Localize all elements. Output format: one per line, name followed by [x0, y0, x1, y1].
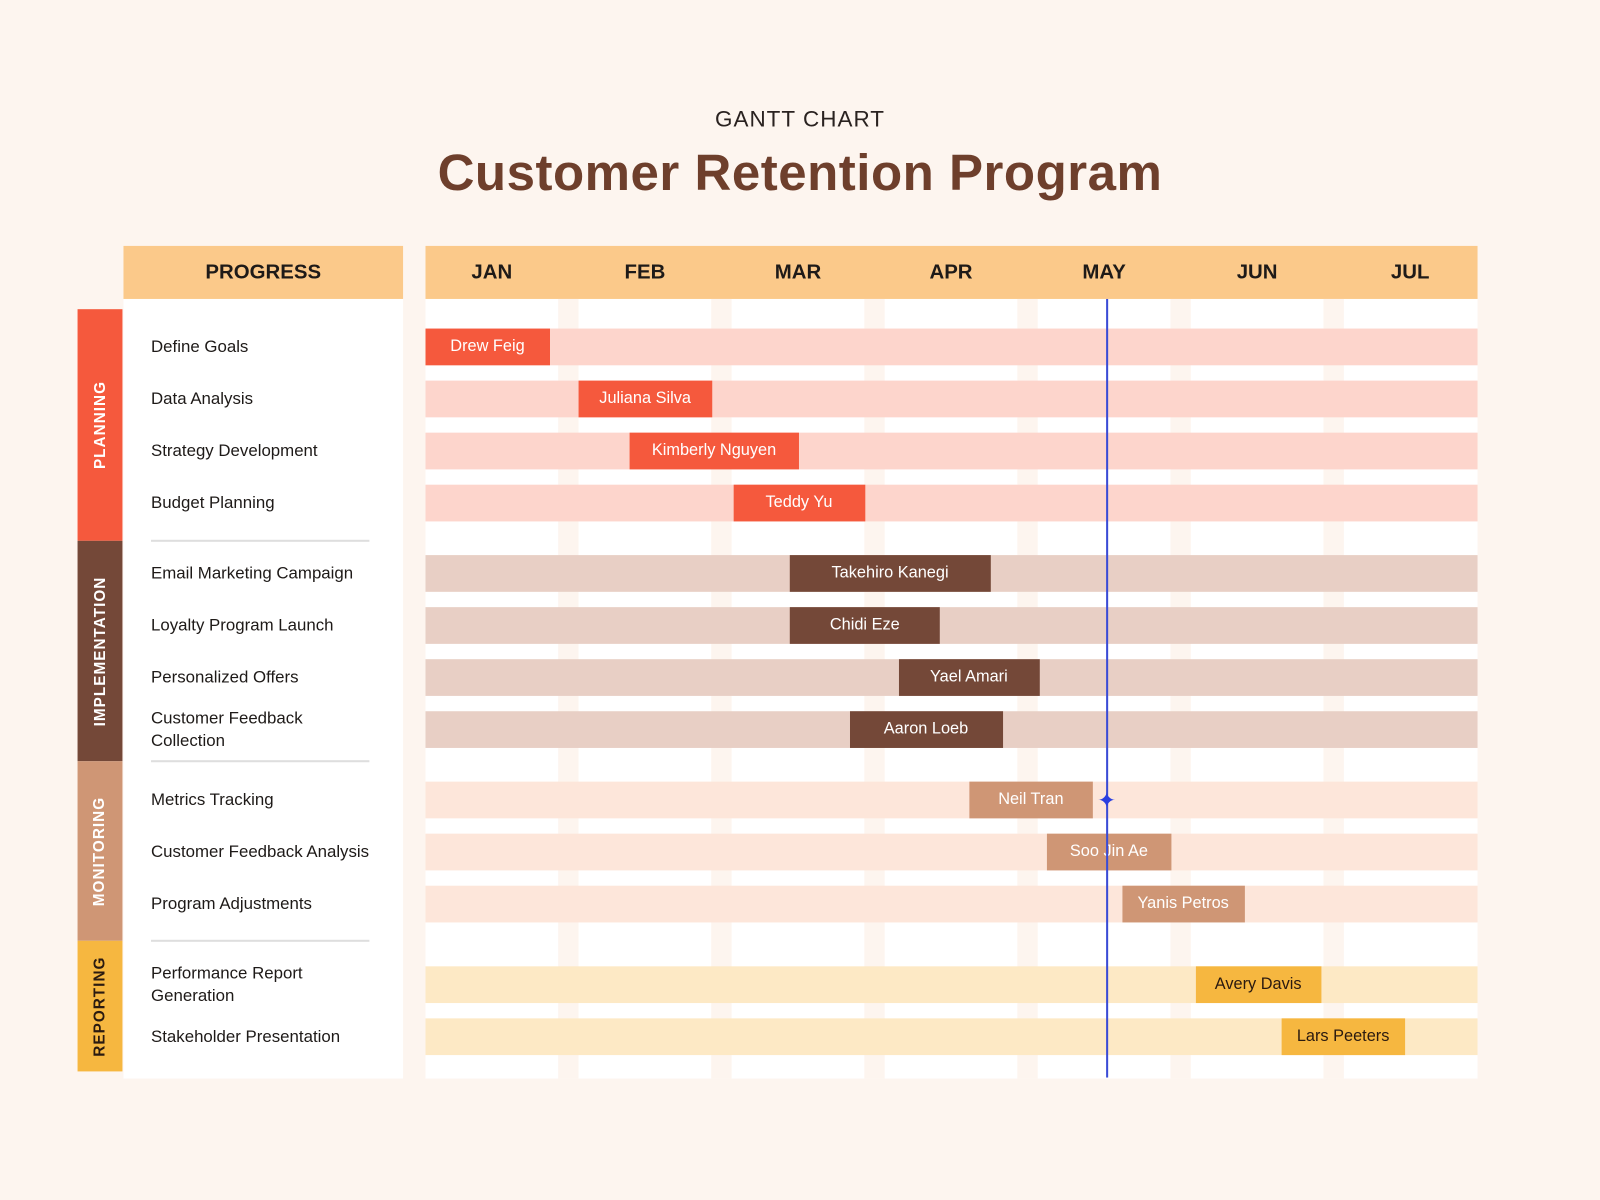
chart-title: Customer Retention Program	[437, 143, 1163, 202]
task-track	[425, 432, 1478, 470]
task-owner: Kimberly Nguyen	[651, 441, 777, 460]
task-bar[interactable]: Chidi Eze	[789, 607, 940, 644]
task-owner: Avery Davis	[1214, 975, 1302, 993]
category-implementation: IMPLEMENTATION	[77, 540, 123, 762]
task-label: Email Marketing Campaign	[151, 564, 354, 583]
month-label: JAN	[471, 260, 513, 284]
task-label: Budget Planning	[151, 493, 275, 513]
task-bar[interactable]: Juliana Silva	[578, 380, 712, 418]
month-label: JUN	[1236, 260, 1278, 284]
category-reporting: REPORTING	[77, 940, 123, 1072]
month-label: FEB	[624, 260, 666, 284]
category-label: PLANNING	[91, 380, 109, 470]
task-track	[425, 885, 1478, 923]
task-bar[interactable]: Soo Jin Ae	[1046, 833, 1171, 871]
task-owner: Chidi Eze	[829, 616, 900, 634]
task-label: Define Goals	[151, 337, 249, 357]
task-owner: Soo Jin Ae	[1069, 842, 1148, 861]
progress-header: PROGRESS	[123, 245, 404, 299]
task-bar[interactable]: Yael Amari	[898, 659, 1040, 696]
month-label: MAY	[1082, 260, 1126, 284]
group-divider	[151, 760, 370, 763]
task-owner: Lars Peeters	[1296, 1027, 1390, 1045]
task-label: Loyalty Program Launch	[151, 616, 334, 635]
today-marker-icon: ✦	[1097, 787, 1117, 814]
task-label: Metrics Tracking	[151, 790, 274, 810]
category-label: REPORTING	[91, 956, 109, 1057]
task-owner: Neil Tran	[998, 790, 1064, 809]
task-label: Personalized Offers	[151, 668, 299, 687]
chart-subtitle: GANTT CHART	[714, 106, 886, 132]
task-track	[425, 607, 1478, 644]
category-planning: PLANNING	[77, 309, 123, 541]
task-label: Strategy Development	[151, 441, 318, 461]
task-bar[interactable]: Aaron Loeb	[849, 711, 1003, 748]
task-list-panel	[123, 298, 404, 1079]
task-owner: Juliana Silva	[599, 389, 691, 408]
task-owner: Takehiro Kanegi	[831, 564, 949, 582]
task-owner: Teddy Yu	[765, 493, 833, 512]
task-label: Data Analysis	[151, 389, 254, 409]
task-track	[425, 484, 1478, 522]
task-bar[interactable]: Lars Peeters	[1281, 1018, 1406, 1056]
task-label: Performance Report Generation	[151, 964, 303, 1006]
task-bar[interactable]: Drew Feig	[425, 328, 550, 366]
today-line	[1105, 298, 1108, 1078]
month-label: MAR	[774, 260, 822, 284]
category-label: IMPLEMENTATION	[91, 576, 109, 726]
task-label: Program Adjustments	[151, 894, 312, 914]
task-owner: Yael Amari	[929, 668, 1008, 686]
task-owner: Drew Feig	[450, 337, 525, 356]
task-track	[425, 328, 1478, 366]
task-label: Stakeholder Presentation	[151, 1027, 341, 1046]
category-monitoring: MONITORING	[77, 761, 123, 941]
task-bar[interactable]: Teddy Yu	[733, 484, 865, 522]
task-bar[interactable]: Kimberly Nguyen	[629, 432, 799, 470]
task-label: Customer Feedback Analysis	[151, 842, 370, 862]
group-divider	[151, 539, 370, 542]
task-track	[425, 781, 1478, 819]
task-owner: Yanis Petros	[1137, 894, 1229, 913]
task-label: Customer Feedback Collection	[151, 709, 303, 750]
group-divider	[151, 939, 370, 942]
month-label: JUL	[1390, 260, 1430, 284]
category-label: MONITORING	[91, 796, 109, 906]
task-bar[interactable]: Neil Tran	[968, 781, 1093, 819]
task-owner: Aaron Loeb	[883, 720, 969, 738]
task-bar[interactable]: Takehiro Kanegi	[789, 555, 991, 592]
month-label: APR	[929, 260, 973, 284]
task-bar[interactable]: Yanis Petros	[1121, 885, 1245, 923]
task-bar[interactable]: Avery Davis	[1195, 966, 1321, 1004]
task-track	[425, 833, 1478, 871]
month-header: JAN FEB MAR APR MAY JUN JUL	[425, 245, 1478, 299]
